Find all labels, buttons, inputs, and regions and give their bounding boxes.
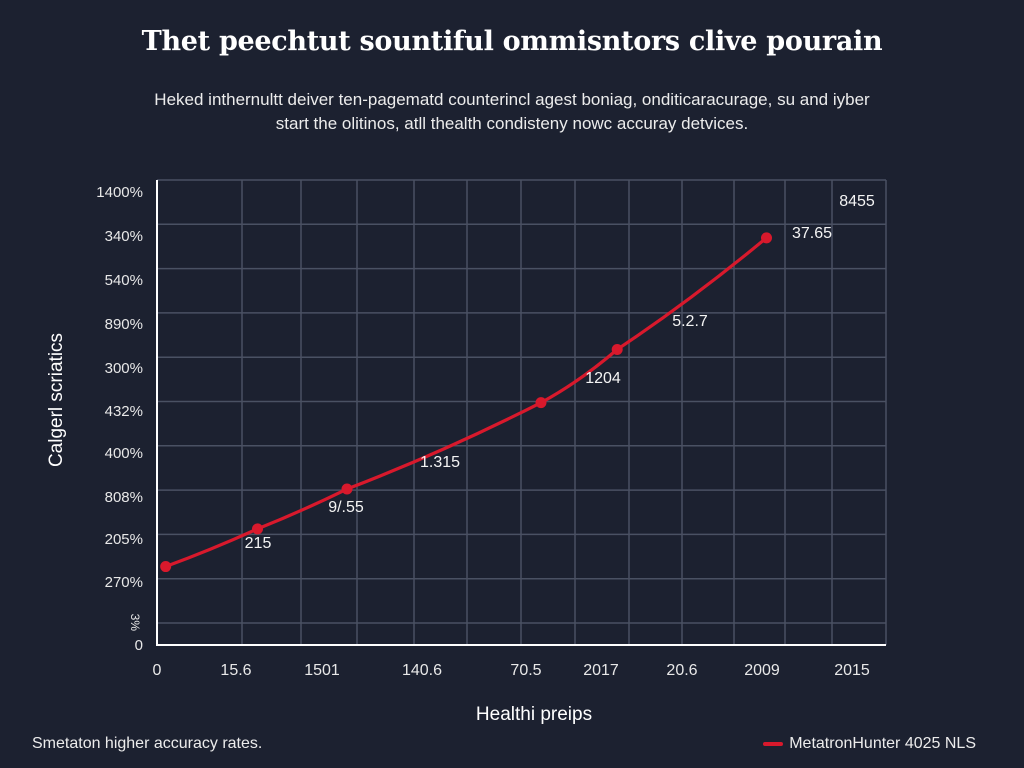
y-tick-label: 300% [105,360,143,377]
series-line [160,232,772,573]
x-tick-label: 140.6 [402,662,442,679]
x-axis-label: Healthi preips [475,704,593,725]
y-tick-label: 340% [105,228,143,245]
data-point [535,397,547,409]
chart-title: Thet peechtut sountiful ommisntors clive… [141,26,883,57]
x-tick-labels: 0 15.6 1501 140.6 70.5 2017 20.6 2009 2015 [153,662,870,679]
y-tick-labels: 1400% 340% 540% 890% 300% 432% 400% 808% 205% 270… [96,184,143,654]
y-tick-label: 270% [105,574,143,591]
data-label: 37.65 [792,225,832,242]
data-point [160,561,172,573]
y-tick-label: 808% [105,489,143,506]
data-point [761,232,772,244]
footnote: Smetaton higher accuracy rates. [32,735,263,752]
x-tick-label: 1501 [304,662,340,679]
legend[interactable]: MetatronHunter 4025 NLS [763,735,976,753]
y-tick-label: 3% [128,614,142,632]
subtitle-line: start the olitinos, atll thealth condist… [275,114,749,133]
data-point [252,523,263,535]
data-label: 8455 [839,193,875,210]
y-axis-label: Calgerl scriatics [46,332,67,468]
data-label: 215 [245,535,272,552]
x-tick-label: 15.6 [220,662,251,679]
x-tick-label: 0 [153,662,162,679]
subtitle-line: Heked inthernultt deiver ten-pagematd co… [154,90,870,109]
chart-subtitle: Heked inthernultt deiver ten-pagematd co… [60,88,964,136]
x-tick-label: 20.6 [666,662,697,679]
legend-swatch [763,742,784,746]
y-tick-label: 540% [105,272,143,289]
x-tick-label: 70.5 [510,662,541,679]
data-labels: 215 9/.55 1.315 1204 5.2.7 37.65 8455 [245,193,875,552]
x-tick-label: 2017 [583,662,619,679]
x-tick-label: 2009 [744,662,780,679]
x-tick-label: 2015 [834,662,870,679]
y-tick-label: 0 [135,637,143,654]
legend-label: MetatronHunter 4025 NLS [789,735,976,752]
data-label: 5.2.7 [672,313,708,330]
axes [156,180,886,646]
y-tick-label: 432% [105,403,143,420]
y-tick-label: 400% [105,445,143,462]
data-point [341,483,353,495]
data-label: 9/.55 [328,499,364,516]
data-point [611,343,623,355]
y-tick-label: 1400% [96,184,143,201]
data-label: 1.315 [420,454,460,471]
y-tick-label: 205% [105,531,143,548]
y-tick-label: 890% [105,316,143,333]
data-label: 1204 [585,370,621,387]
